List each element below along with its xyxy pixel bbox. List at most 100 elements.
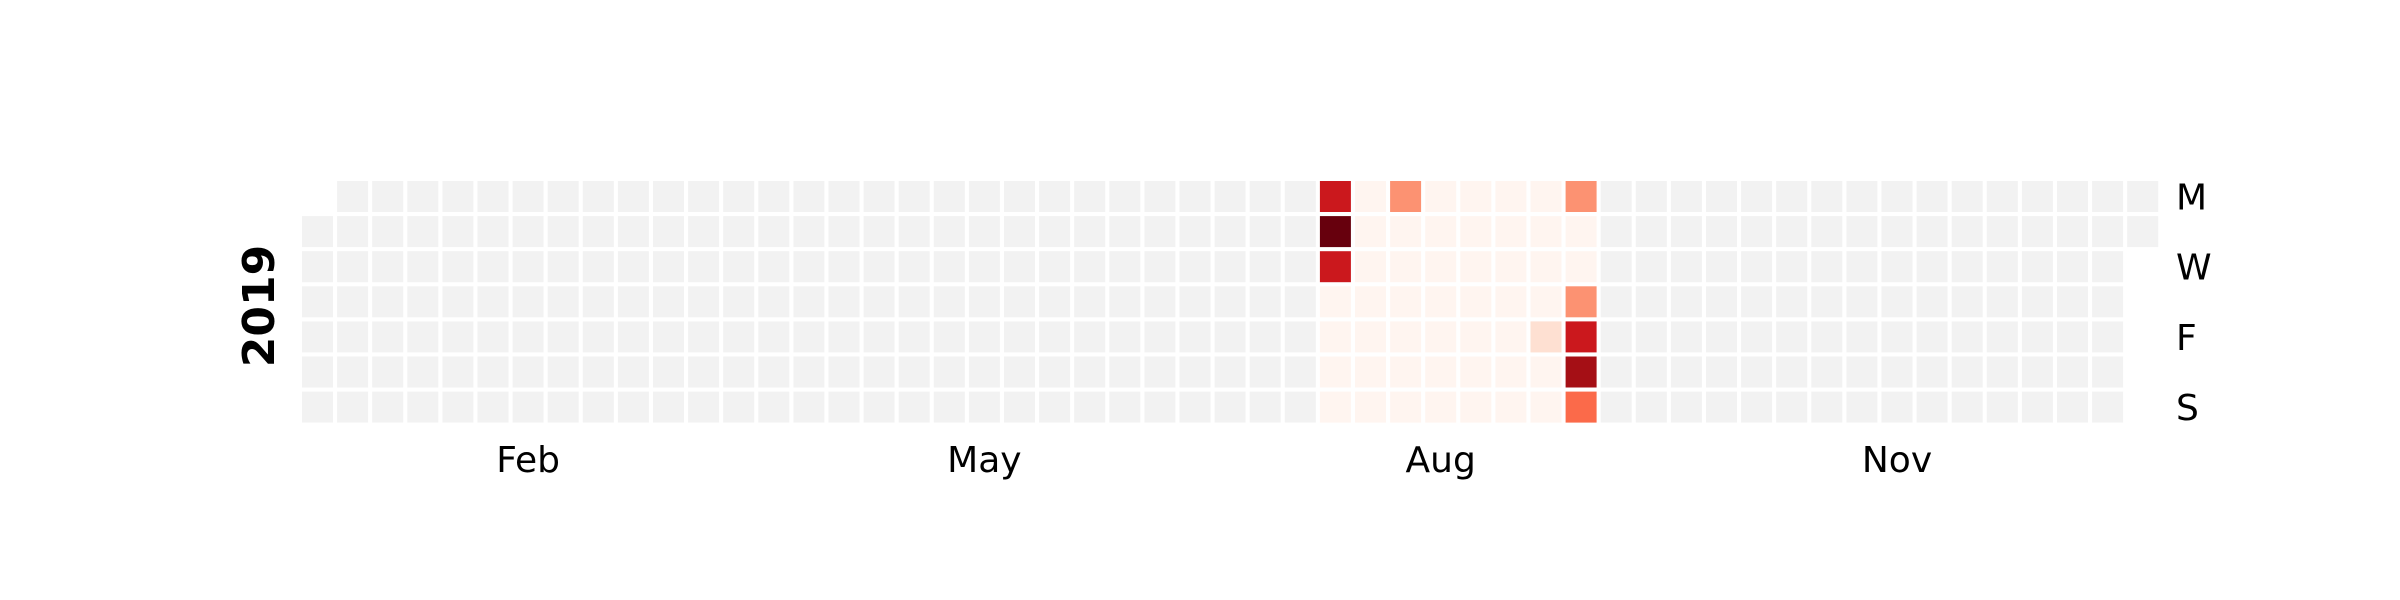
heatmap-cell — [1741, 181, 1773, 212]
heatmap-cell — [1951, 286, 1983, 318]
heatmap-cell — [968, 286, 1000, 318]
heatmap-cell — [512, 181, 544, 212]
heatmap-cell — [1039, 216, 1071, 248]
heatmap-cell — [933, 181, 965, 212]
heatmap-cell — [1986, 356, 2018, 388]
heatmap-cell — [1846, 321, 1878, 353]
heatmap-cell — [2021, 286, 2053, 318]
heatmap-cell — [1986, 181, 2018, 212]
heatmap-cell — [898, 216, 930, 248]
heatmap-cell — [1249, 181, 1281, 212]
heatmap-cell — [512, 391, 544, 423]
heatmap-cell — [2092, 181, 2124, 212]
heatmap-cell — [863, 181, 895, 212]
heatmap-cell — [1565, 356, 1597, 388]
heatmap-cell — [933, 216, 965, 248]
heatmap-cell — [582, 356, 614, 388]
heatmap-cell — [477, 286, 509, 318]
heatmap-cell — [1214, 286, 1246, 318]
heatmap-cell — [1635, 251, 1667, 283]
heatmap-cell — [1670, 251, 1702, 283]
heatmap-cell — [1179, 216, 1211, 248]
heatmap-cell — [1425, 251, 1457, 283]
heatmap-cell — [1214, 391, 1246, 423]
heatmap-cell — [1390, 216, 1422, 248]
heatmap-cell — [1670, 181, 1702, 212]
heatmap-cell — [372, 321, 404, 353]
heatmap-cell — [1635, 216, 1667, 248]
heatmap-cell — [2021, 216, 2053, 248]
heatmap-cell — [1460, 321, 1492, 353]
heatmap-cell — [828, 321, 860, 353]
heatmap-cell — [1039, 251, 1071, 283]
heatmap-cell — [407, 286, 439, 318]
heatmap-cell — [1249, 321, 1281, 353]
heatmap-cell — [1951, 356, 1983, 388]
heatmap-cell — [2092, 216, 2124, 248]
heatmap-cell — [372, 181, 404, 212]
heatmap-cell — [1916, 251, 1948, 283]
heatmap-cell — [1846, 286, 1878, 318]
heatmap-cell — [1986, 251, 2018, 283]
heatmap-cell — [1249, 216, 1281, 248]
heatmap-cell — [547, 216, 579, 248]
heatmap-cell — [1565, 181, 1597, 212]
heatmap-cell — [477, 216, 509, 248]
heatmap-cell — [1530, 251, 1562, 283]
heatmap-cell — [1425, 286, 1457, 318]
heatmap-cell — [758, 321, 790, 353]
heatmap-cell — [1600, 286, 1632, 318]
heatmap-cell — [1179, 181, 1211, 212]
heatmap-cell — [1706, 216, 1737, 248]
heatmap-cell — [1670, 286, 1702, 318]
heatmap-cell — [933, 391, 965, 423]
heatmap-cell — [2057, 391, 2088, 423]
heatmap-cell — [828, 391, 860, 423]
heatmap-cell — [1425, 356, 1457, 388]
heatmap-cell — [302, 286, 333, 318]
heatmap-cell — [688, 216, 720, 248]
heatmap-cell — [1460, 251, 1492, 283]
heatmap-cell — [1284, 181, 1316, 212]
heatmap-cell — [933, 286, 965, 318]
heatmap-cell — [1039, 286, 1071, 318]
heatmap-cell — [1600, 321, 1632, 353]
heatmap-cell — [1179, 286, 1211, 318]
heatmap-cell — [1074, 181, 1106, 212]
heatmap-cell — [302, 216, 333, 248]
heatmap-cell — [1390, 321, 1422, 353]
heatmap-cell — [1881, 356, 1913, 388]
heatmap-cell — [1460, 181, 1492, 212]
heatmap-cell — [1284, 321, 1316, 353]
heatmap-cell — [1776, 391, 1808, 423]
heatmap-cell — [512, 356, 544, 388]
heatmap-cell — [828, 286, 860, 318]
heatmap-cell — [617, 356, 649, 388]
heatmap-cell — [2057, 286, 2088, 318]
heatmap-cell — [547, 356, 579, 388]
heatmap-cell — [653, 391, 684, 423]
heatmap-cell — [617, 251, 649, 283]
heatmap-cell — [477, 356, 509, 388]
heatmap-cell — [1706, 181, 1737, 212]
heatmap-cell — [863, 286, 895, 318]
heatmap-cell — [1881, 251, 1913, 283]
heatmap-cell — [442, 181, 474, 212]
heatmap-cell — [1670, 321, 1702, 353]
heatmap-cell — [1460, 391, 1492, 423]
heatmap-cell — [1390, 391, 1422, 423]
heatmap-cell — [1319, 321, 1351, 353]
heatmap-cell — [653, 286, 684, 318]
heatmap-cell — [2092, 356, 2124, 388]
heatmap-cell — [442, 286, 474, 318]
heatmap-cell — [1951, 391, 1983, 423]
heatmap-cell — [337, 356, 369, 388]
heatmap-cell — [1530, 391, 1562, 423]
heatmap-cell — [1144, 216, 1176, 248]
heatmap-cell — [1811, 391, 1843, 423]
heatmap-cell — [2021, 321, 2053, 353]
heatmap-cell — [617, 216, 649, 248]
heatmap-cell — [1916, 356, 1948, 388]
heatmap-cell — [1355, 356, 1386, 388]
